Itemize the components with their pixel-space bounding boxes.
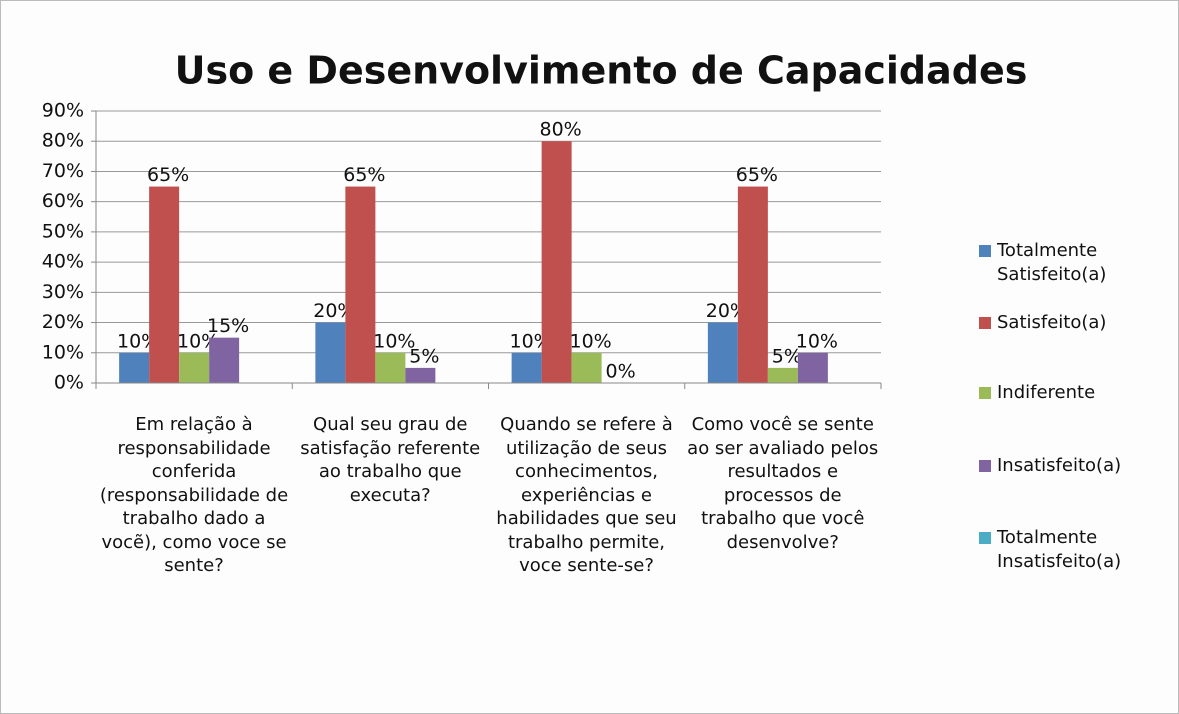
bar [737, 186, 768, 383]
legend-label: Insatisfeito(a) [997, 455, 1122, 476]
data-label: 10% [796, 330, 838, 352]
bar [767, 367, 798, 383]
legend-label: Totalmente Satisfeito(a) [997, 240, 1107, 285]
data-label: 10% [373, 330, 415, 352]
data-label: 15% [207, 315, 249, 337]
data-label: 10% [177, 330, 219, 352]
data-label: 65% [343, 164, 385, 186]
bar [179, 352, 210, 383]
y-tick-label: 40% [42, 251, 84, 273]
bar [405, 367, 436, 383]
legend-label: Totalmente Insatisfeito(a) [997, 527, 1122, 572]
bar [345, 186, 376, 383]
bar [541, 141, 572, 383]
bar [571, 352, 602, 383]
data-label: 80% [540, 119, 582, 141]
bar [315, 322, 346, 383]
chart-title: Uso e Desenvolvimento de Capacidades [175, 49, 1028, 93]
legend-label: Satisfeito(a) [997, 312, 1107, 333]
y-tick-label: 90% [42, 100, 84, 122]
data-label: 5% [772, 345, 802, 367]
bar [119, 352, 150, 383]
legend-swatch [979, 245, 991, 257]
bar [707, 322, 738, 383]
legend-label: Indiferente [997, 382, 1096, 403]
bar [209, 337, 240, 383]
y-tick-label: 0% [54, 372, 84, 394]
legend-swatch [979, 460, 991, 472]
y-tick-label: 80% [42, 130, 84, 152]
x-tick-label: Como você se sente ao ser avaliado pelos… [687, 414, 879, 553]
y-tick-label: 30% [42, 281, 84, 303]
y-tick-label: 50% [42, 220, 84, 242]
data-label: 5% [409, 345, 439, 367]
x-tick-label: Em relação à responsabilidade conferida … [99, 414, 289, 576]
y-tick-label: 10% [42, 341, 84, 363]
bar [375, 352, 406, 383]
legend-swatch [979, 532, 991, 544]
y-tick-label: 20% [42, 311, 84, 333]
bar [149, 186, 180, 383]
data-label: 10% [510, 330, 552, 352]
bar [797, 352, 828, 383]
data-label: 10% [570, 330, 612, 352]
data-label: 10% [117, 330, 159, 352]
x-tick-label: Quando se refere à utilização de seus co… [496, 414, 677, 576]
data-label: 0% [606, 361, 636, 383]
data-label: 65% [736, 164, 778, 186]
y-tick-label: 70% [42, 160, 84, 182]
data-label: 20% [706, 300, 748, 322]
data-label: 65% [147, 164, 189, 186]
data-label: 20% [313, 300, 355, 322]
bar [511, 352, 542, 383]
y-tick-label: 60% [42, 190, 84, 212]
legend-swatch [979, 387, 991, 399]
legend-swatch [979, 317, 991, 329]
x-tick-label: Qual seu grau de satisfação referente ao… [300, 414, 481, 506]
